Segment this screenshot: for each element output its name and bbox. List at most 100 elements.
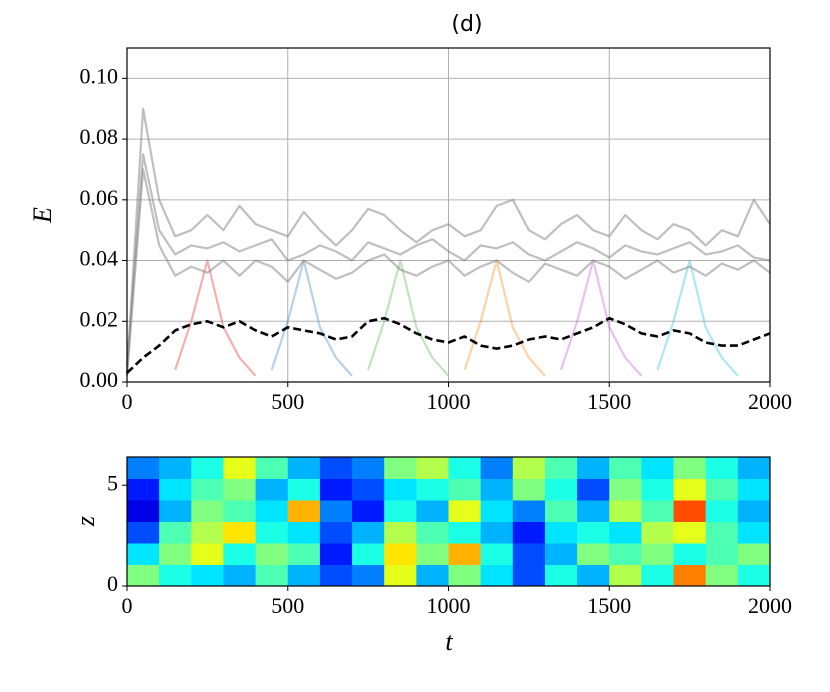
heatmap-cell [609,478,642,501]
heatmap-cell [384,564,417,587]
heatmap-cell [512,478,546,501]
heatmap-cell [512,457,546,479]
heatmap-cell [384,457,417,479]
y-tick-label: 0.06 [80,185,119,210]
heatmap-cell [159,500,192,522]
heatmap-cell [191,564,224,587]
heatmap-cell [319,457,353,479]
heatmap-cell [512,500,546,522]
heatmap-cell [287,521,321,544]
heatmap-cell [384,543,417,565]
heatmap-cell [705,521,739,544]
heatmap-cell [609,564,642,587]
heatmap-cell [319,478,353,501]
heatmap-cell [255,521,289,544]
heatmap-cell [159,478,192,501]
heatmap-cell [191,500,224,522]
heatmap-cell [287,478,321,501]
heatmap-cell [673,457,707,479]
heatmap-cell [384,478,417,501]
y-tick-label: 0.04 [80,246,119,271]
heatmap-cell [673,500,707,522]
heatmap-cell [609,500,642,522]
heatmap-cell [705,500,739,522]
heatmap-cell [127,521,160,544]
x-tick-label: 1500 [587,389,631,414]
heatmap-cell [255,457,289,479]
heatmap-cell [191,543,224,565]
x-tick-label: 500 [271,593,304,618]
line [367,259,450,377]
x-tick-label: 2000 [748,389,792,414]
heatmap-cell [223,564,257,587]
heatmap-cell [352,500,385,522]
heatmap-cell [641,457,675,479]
heatmap-cell [737,500,771,522]
heatmap-cell [159,564,192,587]
heatmap-cell [255,478,289,501]
x-tick-label: 2000 [748,593,792,618]
heatmap-cell [673,521,707,544]
heatmap-cell [127,478,160,501]
heatmap-cell [255,564,289,587]
heatmap-cell [512,543,546,565]
heatmap-cell [319,500,353,522]
y-tick-label: 5 [107,470,118,495]
heatmap-cell [319,521,353,544]
heatmap-cell [577,478,610,501]
heatmap-cell [287,543,321,565]
heatmap-cell [159,457,192,479]
heatmap-cell [191,457,224,479]
heatmap-cell [577,564,610,587]
heatmap-cell [448,457,482,479]
heatmap-cell [416,457,449,479]
heatmap-cell [159,521,192,544]
heatmap-cell [609,521,642,544]
x-tick-label: 0 [122,389,133,414]
x-tick-label: 500 [271,389,304,414]
heatmap-cell [737,457,771,479]
y-tick-label: 0.00 [80,367,119,392]
heatmap-cell [609,457,642,479]
line [174,259,257,377]
heatmap-cell [127,457,160,479]
heatmap-cell [127,564,160,587]
heatmap-cell [352,478,385,501]
heatmap-cell [641,543,675,565]
y-tick-label: 0 [107,571,118,596]
x-axis-label: t [445,627,453,656]
heatmap-cell [544,478,578,501]
heatmap-cell [673,543,707,565]
heatmap-cell [737,521,771,544]
line [125,107,771,373]
heatmap-cell [223,543,257,565]
axes-frame [126,47,771,383]
heatmap-cell [287,500,321,522]
heatmap-cell [480,457,514,479]
heatmap-cell [641,521,675,544]
heatmap-cell [352,457,385,479]
heatmap-cell [223,457,257,479]
heatmap-cell [287,457,321,479]
heatmap-cell [384,500,417,522]
axes-frame [126,456,771,587]
heatmap-cell [737,543,771,565]
heatmap-cell [319,564,353,587]
heatmap-cell [287,564,321,587]
heatmap-cell [448,500,482,522]
line [126,316,771,374]
heatmap-cell [737,564,771,587]
heatmap-cell [191,478,224,501]
heatmap-cell [480,478,514,501]
x-tick-label: 1500 [587,593,631,618]
heatmap-cell [319,543,353,565]
y-tick-label: 0.10 [80,63,119,88]
heatmap-cell [544,543,578,565]
heatmap-cell [705,564,739,587]
heatmap-cell [480,564,514,587]
heatmap-cell [223,521,257,544]
heatmap-cell [641,478,675,501]
heatmap-cell [512,521,546,544]
heatmap-cell [416,521,449,544]
